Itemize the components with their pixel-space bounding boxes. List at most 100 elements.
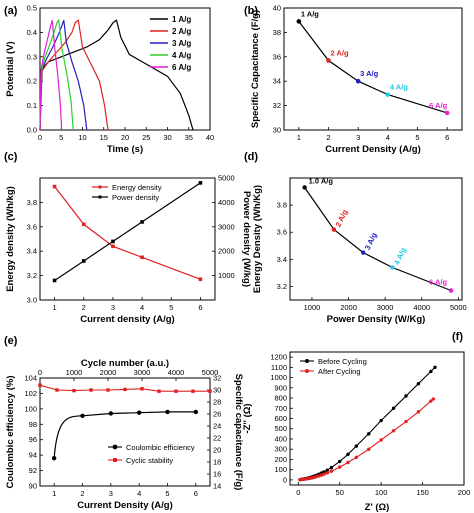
panel-label: (e): [4, 335, 18, 347]
x-tick-label: 6: [445, 133, 449, 142]
x-tick-label: 4000: [413, 303, 430, 312]
legend-marker: [305, 359, 309, 363]
nyquist-point-before: [325, 468, 329, 472]
nyquist-point-after: [338, 465, 342, 469]
nyquist-point-after: [322, 472, 326, 476]
y-axis-label: Potential (V): [5, 41, 16, 96]
panel-f: (f)0 50 100 150 2000100200300400500600700800…: [242, 331, 470, 513]
nyquist-point-before: [367, 432, 371, 436]
y2-tick-label: 1000: [218, 271, 235, 280]
coulombic-efficiency-point: [51, 456, 57, 461]
ragone-line: [304, 187, 452, 292]
x-tick-label: 3: [109, 489, 113, 498]
cyclic-stability-point: [191, 389, 195, 393]
nyquist-point-before: [416, 382, 421, 386]
nyquist-point-before: [379, 418, 383, 423]
point-label: 2 A/g: [334, 208, 350, 229]
legend-entry: 4 A/g: [172, 51, 191, 60]
x-tick-label: 100: [375, 488, 388, 497]
plot-frame: [39, 377, 211, 487]
y-tick-label: 90: [29, 482, 37, 491]
legend-marker: [112, 444, 118, 450]
nyquist-line-before: [299, 366, 436, 481]
power-density-point: [52, 278, 57, 283]
cyclic-stability-point: [38, 383, 42, 387]
data-point: [448, 288, 454, 293]
nyquist-point-after: [346, 460, 350, 465]
y2-axis-label: Power density (W/kg): [241, 191, 252, 287]
y-tick-label: 0.5: [27, 4, 37, 13]
x-tick-label: 5: [415, 133, 419, 142]
cyclic-stability-point: [208, 389, 212, 393]
y-tick-label: 38: [273, 28, 281, 37]
x-tick-label: 25: [142, 133, 150, 142]
y-tick-label: 102: [24, 389, 37, 398]
legend-marker: [98, 185, 102, 189]
series-line-1Ag: [39, 19, 194, 131]
panel-e: (e) 1 2 3 4 5 6 90 92 94 96 98 100 102 104 Current Dens…: [4, 335, 244, 511]
y-tick-label: 300: [274, 445, 287, 454]
panel-label: (d): [244, 151, 258, 163]
y-tick-label: 1100: [271, 363, 287, 372]
legend-entry: 6 A/g: [172, 63, 191, 72]
nyquist-point-after: [416, 410, 421, 414]
power-density-point: [198, 181, 203, 185]
x-tick-label: 4: [386, 133, 390, 142]
x-tick-label: 0: [38, 133, 42, 142]
x-tick-label: 3: [111, 303, 115, 312]
coulombic-efficiency-point: [136, 410, 142, 415]
y2-tick-label: 24: [213, 422, 221, 431]
plot-frame: [289, 351, 465, 486]
x2-tick-label: 2000: [100, 368, 117, 377]
y-tick-label: 3.8: [277, 201, 287, 210]
cyclic-stability-point: [174, 389, 178, 393]
energy-density-point: [111, 244, 115, 249]
x2-tick-label: 0: [38, 368, 42, 377]
x-tick-label: 1: [52, 489, 56, 498]
nyquist-point-after: [431, 397, 436, 401]
legend-entry: 3 A/g: [172, 39, 191, 48]
y-tick-label: 100: [24, 404, 37, 413]
x-tick-label: 5000: [450, 303, 467, 312]
y2-tick-label: 20: [213, 446, 221, 455]
x-tick-label: 50: [336, 488, 344, 497]
point-label: 1 A/g: [301, 9, 319, 18]
y-tick-label: 3.2: [277, 282, 287, 291]
nyquist-point-before: [404, 394, 408, 398]
plot-frame: [39, 177, 216, 301]
y-tick-label: 1200: [270, 353, 287, 362]
y-tick-label: 800: [274, 394, 287, 403]
y-tick-label: 94: [29, 451, 37, 460]
y-tick-label: 0.4: [27, 28, 37, 37]
x-axis-label: Current Density (A/g): [325, 144, 421, 155]
y-tick-label: 104: [24, 374, 37, 383]
nyquist-point-after: [329, 469, 334, 473]
panel-a: (a) 0 5 10 15 20 25 30 35 40 0.0 0.1 0.2 0.3 0.4 0.5 Tim…: [4, 4, 214, 156]
plot-frame: [283, 7, 463, 131]
y2-tick-label: 22: [213, 434, 221, 443]
y-tick-label: 0: [283, 475, 287, 484]
cyclic-stability-point: [89, 388, 93, 392]
power-density-point: [140, 220, 144, 224]
x-tick-label: 3: [356, 133, 360, 142]
nyquist-point-after: [404, 419, 408, 424]
cyclic-stability-point: [157, 389, 161, 393]
y-axis-label: Coulombic efficiency (%): [5, 376, 16, 489]
y2-tick-label: 18: [213, 458, 221, 467]
y-tick-label: 1000: [270, 373, 287, 382]
y-axis-label: Energy density (Wh/kg): [5, 186, 16, 292]
series-line-3Ag: [39, 20, 88, 131]
point-label: 4 A/g: [390, 83, 408, 92]
point-label: 2 A/g: [331, 48, 349, 57]
x-tick-label: 5: [165, 489, 169, 498]
x-tick-label: 6: [198, 303, 202, 312]
y-tick-label: 100: [274, 465, 287, 474]
legend-entry: Power density: [112, 193, 159, 202]
y-tick-label: 0.1: [27, 101, 37, 110]
nyquist-point-after: [325, 471, 329, 475]
nyquist-point-before: [433, 365, 437, 370]
cyclic-stability-point: [55, 388, 59, 392]
y-tick-label: 700: [274, 404, 287, 413]
point-label: 6 A/g: [429, 278, 447, 287]
y-tick-label: 3.0: [27, 296, 37, 305]
